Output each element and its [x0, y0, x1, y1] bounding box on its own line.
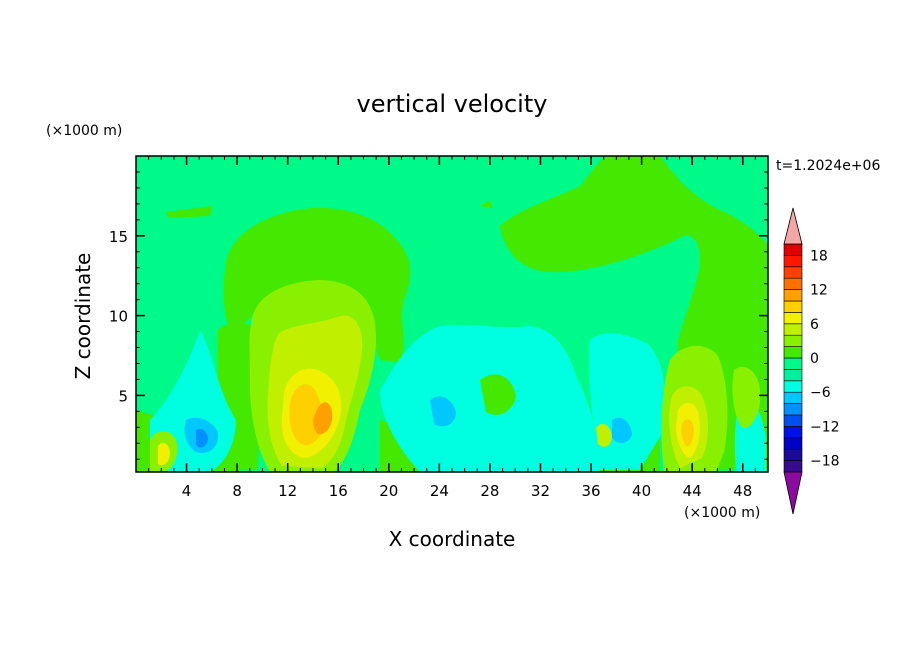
colorbar-segment [783, 437, 803, 450]
colorbar: 18 12 6 0 −6 −12 −18 [783, 207, 840, 515]
x-tick-label: 20 [379, 482, 398, 500]
contour-region-top-strip [166, 206, 212, 218]
x-tick-label: 28 [480, 482, 499, 500]
colorbar-segment [783, 243, 803, 256]
contour-region-blue-pocket-right [612, 417, 632, 443]
x-unit-label: (×1000 m) [684, 505, 760, 521]
colorbar-segment [783, 255, 803, 268]
y-tick-label: 5 [118, 387, 128, 405]
y-axis: 5 10 15 [109, 171, 768, 460]
colorbar-tick-label: −18 [810, 454, 840, 470]
contour-updraft-small-l2 [158, 442, 170, 466]
y-axis-label: Z coordinate [71, 253, 95, 380]
contour-region-blue-core-left [196, 428, 208, 448]
colorbar-segment [783, 369, 803, 382]
contour-updraft-main-l4 [289, 384, 323, 445]
x-tick-label: 48 [733, 482, 752, 500]
y-tick-label: 10 [109, 308, 128, 326]
x-tick-label: 16 [329, 482, 348, 500]
x-tick-label: 40 [632, 482, 651, 500]
contour-updraft-right-core [681, 419, 694, 447]
chart-title: vertical velocity [357, 90, 548, 118]
colorbar-segment [783, 460, 803, 473]
contour-region-green-mid-island [480, 374, 516, 415]
colorbar-segment [783, 289, 803, 302]
colorbar-segment [783, 380, 803, 393]
colorbar-segment [783, 334, 803, 347]
contour-region-top-right-small [480, 200, 492, 208]
x-tick-label: 24 [430, 482, 449, 500]
colorbar-segment [783, 346, 803, 359]
colorbar-tick-label: 12 [810, 283, 828, 299]
colorbar-segment [783, 300, 803, 313]
x-tick-label: 36 [581, 482, 600, 500]
contour-region-blue-pocket-center [430, 396, 456, 427]
x-tick-label: 12 [278, 482, 297, 500]
x-tick-label: 8 [232, 482, 242, 500]
colorbar-segment [783, 426, 803, 439]
colorbar-segment [783, 403, 803, 416]
x-tick-label: 4 [182, 482, 192, 500]
colorbar-segment [783, 266, 803, 279]
colorbar-segment [783, 448, 803, 461]
colorbar-segment [783, 414, 803, 427]
colorbar-segment [783, 277, 803, 290]
contour-updraft-x37 [596, 423, 612, 447]
colorbar-tick-label: −6 [810, 385, 831, 401]
colorbar-segment [783, 357, 803, 370]
time-label: t=1.2024e+06 [776, 158, 880, 174]
x-tick-label: 32 [531, 482, 550, 500]
y-tick-label: 15 [109, 228, 128, 246]
colorbar-segment [783, 323, 803, 336]
colorbar-tick-label: 0 [810, 351, 819, 367]
contour-updraft-main-core [313, 402, 333, 435]
colorbar-segment [783, 312, 803, 325]
contour-field [136, 156, 768, 472]
colorbar-under-arrow [783, 471, 803, 515]
x-axis: 4 8 12 16 20 24 28 32 36 40 44 48 [148, 156, 756, 500]
y-unit-label: (×1000 m) [46, 123, 122, 139]
colorbar-segment [783, 391, 803, 404]
contour-updraft-right-l1b [732, 366, 761, 429]
colorbar-tick-label: 6 [810, 317, 819, 333]
x-axis-label: X coordinate [389, 527, 516, 551]
colorbar-tick-label: 18 [810, 248, 828, 264]
x-tick-label: 44 [683, 482, 702, 500]
colorbar-tick-label: −12 [810, 419, 840, 435]
colorbar-over-arrow [783, 207, 803, 245]
